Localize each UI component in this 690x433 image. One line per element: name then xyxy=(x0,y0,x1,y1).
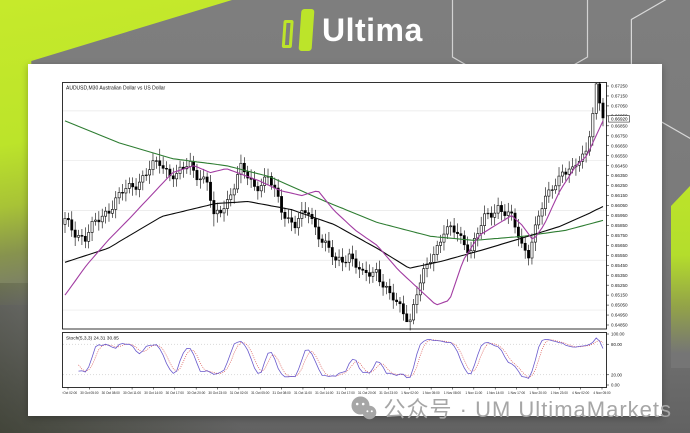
svg-text:30 Oct 23:00: 30 Oct 23:00 xyxy=(208,391,226,395)
svg-text:0.66350: 0.66350 xyxy=(611,173,628,178)
svg-text:0.00: 0.00 xyxy=(611,383,620,388)
svg-text:0.65550: 0.65550 xyxy=(611,253,628,258)
svg-text:30 Oct 08:00: 30 Oct 08:00 xyxy=(102,391,120,395)
svg-text:0.66650: 0.66650 xyxy=(611,143,628,148)
svg-text:31 Oct 14:00: 31 Oct 14:00 xyxy=(315,391,333,395)
ma-line-ma-slow xyxy=(64,120,604,241)
svg-text:1 Nov 02:00: 1 Nov 02:00 xyxy=(401,391,418,395)
indicator-scale: 100.00 80.00 20.00 0.00 xyxy=(606,332,625,388)
chart-card: 0.672500.671500.670500.669500.668500.667… xyxy=(28,64,662,416)
indicator-label: Stoch(5,3,3) 24.31 30.85 xyxy=(66,336,119,342)
svg-text:0.66750: 0.66750 xyxy=(611,133,628,138)
svg-text:1 Nov 20:00: 1 Nov 20:00 xyxy=(529,391,546,395)
candles xyxy=(63,75,605,331)
candlestick-chart: 0.672500.671500.670500.669500.668500.667… xyxy=(59,75,630,395)
stoch-k-line xyxy=(78,337,604,379)
ultima-logo: Ultima xyxy=(281,9,423,51)
svg-text:31 Oct 11:00: 31 Oct 11:00 xyxy=(294,391,312,395)
svg-text:31 Oct 17:00: 31 Oct 17:00 xyxy=(337,391,355,395)
svg-text:0.66920: 0.66920 xyxy=(611,117,628,122)
svg-text:30 Oct 17:00: 30 Oct 17:00 xyxy=(166,391,184,395)
svg-text:0.67150: 0.67150 xyxy=(611,94,628,99)
ma-line-ma-fast xyxy=(64,120,604,306)
wechat-icon xyxy=(351,396,376,419)
svg-text:4 Nov 05:00: 4 Nov 05:00 xyxy=(593,391,610,395)
svg-text:0.65950: 0.65950 xyxy=(611,213,628,218)
svg-text:30 Oct 11:00: 30 Oct 11:00 xyxy=(123,391,141,395)
svg-text:31 Oct 05:00: 31 Oct 05:00 xyxy=(251,391,269,395)
svg-text:0.66850: 0.66850 xyxy=(611,123,628,128)
ma-line-ma-mid xyxy=(64,200,604,269)
svg-text:4 Nov 02:00: 4 Nov 02:00 xyxy=(572,391,589,395)
svg-text:1 Nov 05:00: 1 Nov 05:00 xyxy=(423,391,440,395)
svg-text:0.65150: 0.65150 xyxy=(611,293,628,298)
stoch-d-line xyxy=(78,339,604,378)
svg-text:0.66250: 0.66250 xyxy=(611,183,628,188)
svg-text:31 Oct 02:00: 31 Oct 02:00 xyxy=(230,391,248,395)
watermark-text: 公众号 · UM UltimaMarkets xyxy=(383,397,672,422)
svg-text:20.00: 20.00 xyxy=(611,372,623,377)
svg-text:80.00: 80.00 xyxy=(611,342,623,347)
indicator-pane-frame xyxy=(62,332,607,388)
svg-text:0.65050: 0.65050 xyxy=(611,303,628,308)
ultima-logo-text: Ultima xyxy=(322,11,423,48)
indicator-levels xyxy=(63,343,606,376)
svg-text:0.65650: 0.65650 xyxy=(611,243,628,248)
svg-text:0.67250: 0.67250 xyxy=(611,84,628,89)
svg-text:0.66150: 0.66150 xyxy=(611,193,628,198)
svg-text:0.67050: 0.67050 xyxy=(611,104,628,109)
watermark: 公众号 · UM UltimaMarkets xyxy=(350,392,672,424)
chart-title: AUDUSD,M30 Australian Dollar vs US Dolla… xyxy=(66,86,166,92)
svg-text:30 Oct 02:00: 30 Oct 02:00 xyxy=(62,391,77,395)
svg-text:1 Nov 23:00: 1 Nov 23:00 xyxy=(551,391,568,395)
svg-text:0.65850: 0.65850 xyxy=(611,223,628,228)
main-pane-frame xyxy=(62,82,607,330)
svg-text:0.64850: 0.64850 xyxy=(611,323,628,328)
svg-text:30 Oct 14:00: 30 Oct 14:00 xyxy=(144,391,162,395)
svg-text:31 Oct 20:00: 31 Oct 20:00 xyxy=(358,391,376,395)
price-axis: 0.672500.671500.670500.669500.668500.667… xyxy=(606,84,628,328)
current-price-label: 0.66920 xyxy=(608,115,630,123)
svg-text:0.66450: 0.66450 xyxy=(611,163,628,168)
svg-text:0.65750: 0.65750 xyxy=(611,233,628,238)
svg-text:1 Nov 14:00: 1 Nov 14:00 xyxy=(487,391,504,395)
svg-text:1 Nov 17:00: 1 Nov 17:00 xyxy=(508,391,525,395)
svg-text:31 Oct 08:00: 31 Oct 08:00 xyxy=(272,391,290,395)
svg-text:1 Nov 11:00: 1 Nov 11:00 xyxy=(465,391,482,395)
chart-area: 0.672500.671500.670500.669500.668500.667… xyxy=(59,75,658,401)
svg-text:0.66050: 0.66050 xyxy=(611,203,628,208)
svg-text:0.66550: 0.66550 xyxy=(611,153,628,158)
green-wedge-right xyxy=(671,186,690,368)
ultima-logo-icon xyxy=(281,9,315,51)
svg-text:0.65450: 0.65450 xyxy=(611,263,628,268)
svg-text:0.65350: 0.65350 xyxy=(611,273,628,278)
svg-text:0.64950: 0.64950 xyxy=(611,313,628,318)
svg-text:1 Nov 08:00: 1 Nov 08:00 xyxy=(444,391,461,395)
svg-text:31 Oct 23:00: 31 Oct 23:00 xyxy=(379,391,397,395)
svg-text:30 Oct 05:00: 30 Oct 05:00 xyxy=(80,391,98,395)
svg-text:0.65250: 0.65250 xyxy=(611,283,628,288)
svg-text:30 Oct 20:00: 30 Oct 20:00 xyxy=(187,391,205,395)
svg-text:100.00: 100.00 xyxy=(611,332,625,337)
